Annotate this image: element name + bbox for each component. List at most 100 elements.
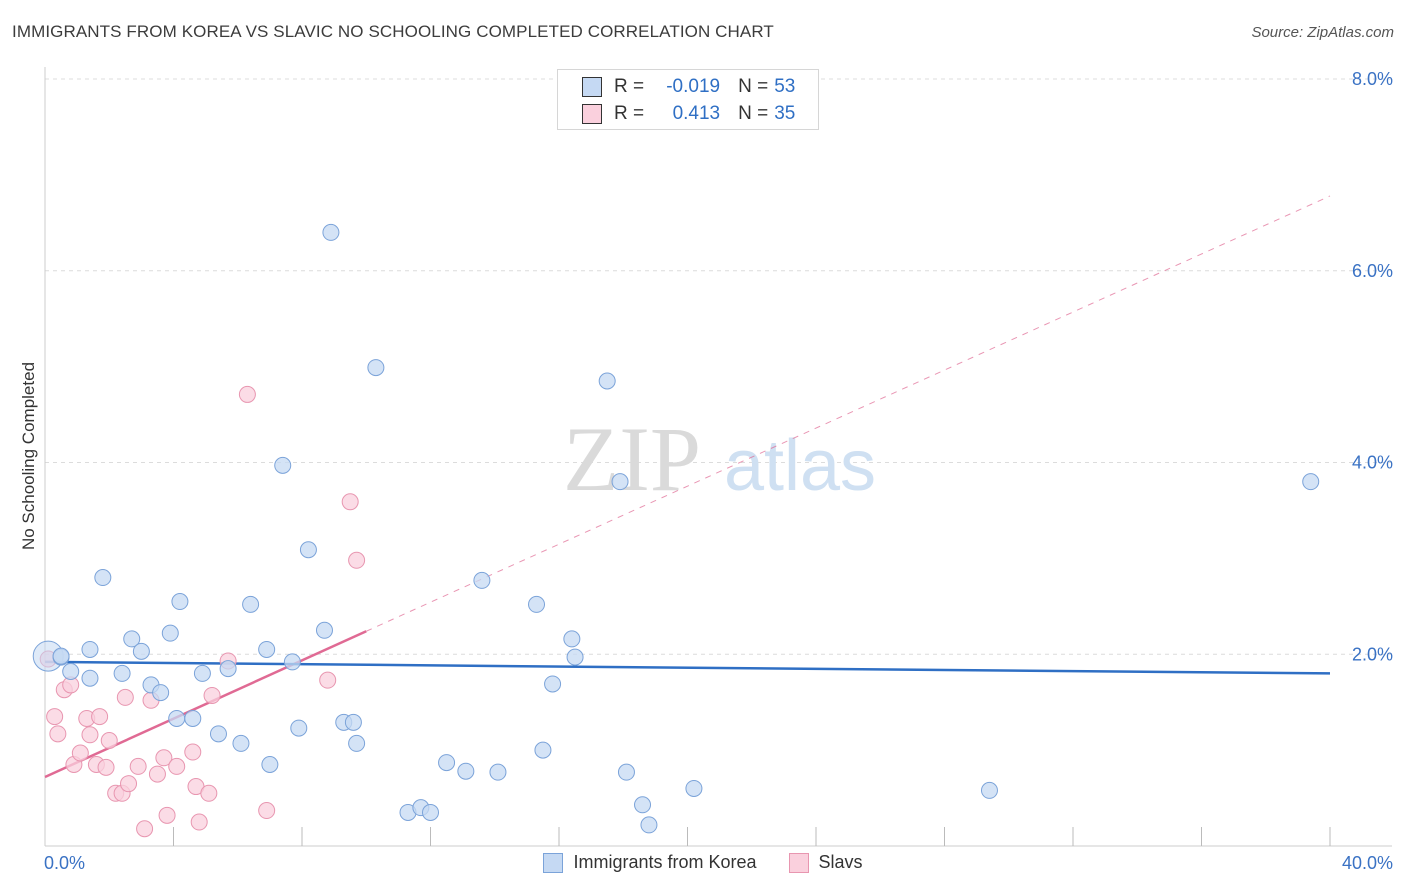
slavs-point [100, 732, 118, 750]
slavs-point [136, 820, 154, 838]
slavs-swatch [582, 104, 602, 124]
n-value: 35 [774, 103, 796, 124]
slavs-point [348, 551, 366, 569]
korea-points [32, 223, 1320, 834]
korea-point [598, 372, 616, 390]
slavs-point [258, 802, 276, 820]
korea-point [473, 571, 491, 589]
slavs-legend-label: Slavs [818, 852, 863, 872]
y-tick-label: 8.0% [1352, 69, 1393, 89]
slavs-point [120, 775, 138, 793]
korea-point [81, 640, 99, 658]
slavs-point [238, 385, 256, 403]
slavs-legend-swatch [788, 852, 809, 873]
corr-row-slavs: R = 0.413 N = 35 [582, 103, 795, 125]
chart-title: IMMIGRANTS FROM KOREA VS SLAVIC NO SCHOO… [12, 22, 774, 41]
grid-lines [45, 78, 1392, 655]
legend-item-korea[interactable]: Immigrants from Korea [543, 852, 757, 873]
korea-point [94, 569, 112, 587]
korea-point [113, 664, 131, 682]
slavs-point [341, 493, 359, 511]
x-tick-label-max: 40.0% [1342, 853, 1393, 873]
korea-point [367, 359, 385, 377]
slavs-point [319, 671, 337, 689]
korea-point [299, 541, 317, 559]
korea-point [290, 719, 308, 737]
korea-point [611, 473, 629, 491]
korea-point [168, 709, 186, 727]
slavs-point [184, 743, 202, 761]
korea-point [242, 595, 260, 613]
korea-point [348, 734, 366, 752]
korea-point [274, 456, 292, 474]
legend-item-slavs[interactable]: Slavs [788, 852, 863, 873]
korea-point [193, 664, 211, 682]
n-value: 53 [774, 76, 796, 97]
korea-swatch [582, 77, 602, 97]
korea-trend-line [44, 660, 1331, 675]
slavs-point [129, 757, 147, 775]
y-tick-label: 4.0% [1352, 453, 1393, 473]
korea-point [261, 756, 279, 774]
korea-point [640, 816, 658, 834]
korea-point [161, 624, 179, 642]
slavs-point [97, 758, 115, 776]
korea-point [534, 741, 552, 759]
y-tick-label: 2.0% [1352, 644, 1393, 664]
korea-point [171, 593, 189, 611]
korea-point [315, 621, 333, 639]
korea-point [563, 630, 581, 648]
korea-legend-swatch [543, 852, 564, 873]
watermark-zip: ZIP [563, 408, 701, 510]
y-tick-label: 6.0% [1352, 261, 1393, 281]
korea-point [184, 709, 202, 727]
korea-point [617, 763, 635, 781]
korea-point [528, 595, 546, 613]
korea-point [52, 647, 70, 665]
korea-point [81, 669, 99, 687]
korea-point [438, 754, 456, 772]
slavs-point [71, 744, 89, 762]
korea-point [344, 713, 362, 731]
y-tick-labels: 2.0% 4.0% 6.0% 8.0% [1352, 69, 1393, 664]
korea-point [685, 779, 703, 797]
korea-point [489, 763, 507, 781]
slavs-point [91, 708, 109, 726]
x-tick-labels: 0.0% 40.0% [44, 853, 1393, 873]
r-value: -0.019 [666, 76, 721, 97]
slavs-point [158, 806, 176, 824]
watermark: ZIP atlas [563, 408, 876, 510]
korea-point [219, 660, 237, 678]
slavs-point [49, 725, 67, 743]
korea-point [152, 684, 170, 702]
korea-point [62, 663, 80, 681]
slavs-trend-line [44, 630, 367, 779]
korea-point [132, 642, 150, 660]
korea-legend-label: Immigrants from Korea [573, 852, 757, 872]
slavs-point [81, 726, 99, 744]
korea-point [422, 803, 439, 821]
series-legend: Immigrants from Korea Slavs [0, 852, 1406, 873]
x-tick-label-min: 0.0% [44, 853, 85, 873]
slavs-point [203, 686, 221, 704]
slavs-point [46, 708, 64, 726]
korea-point [283, 653, 301, 671]
korea-point [457, 762, 475, 780]
r-label: R = [614, 76, 645, 97]
correlation-legend: R = -0.019 N = 53 R = 0.413 N = 35 [557, 69, 819, 130]
watermark-atlas: atlas [724, 426, 876, 506]
n-label: N = [738, 76, 769, 97]
y-axis-label: No Schooling Completed [19, 362, 38, 550]
r-value: 0.413 [672, 103, 721, 124]
source-label: Source: ZipAtlas.com [1251, 24, 1394, 41]
korea-point [544, 675, 562, 693]
slavs-point [200, 784, 218, 802]
slavs-point [116, 688, 134, 706]
slavs-point [155, 749, 173, 767]
korea-point [566, 648, 584, 666]
korea-point [322, 223, 340, 241]
korea-point [1302, 473, 1320, 491]
axes [44, 67, 1392, 847]
slavs-point [190, 813, 208, 831]
